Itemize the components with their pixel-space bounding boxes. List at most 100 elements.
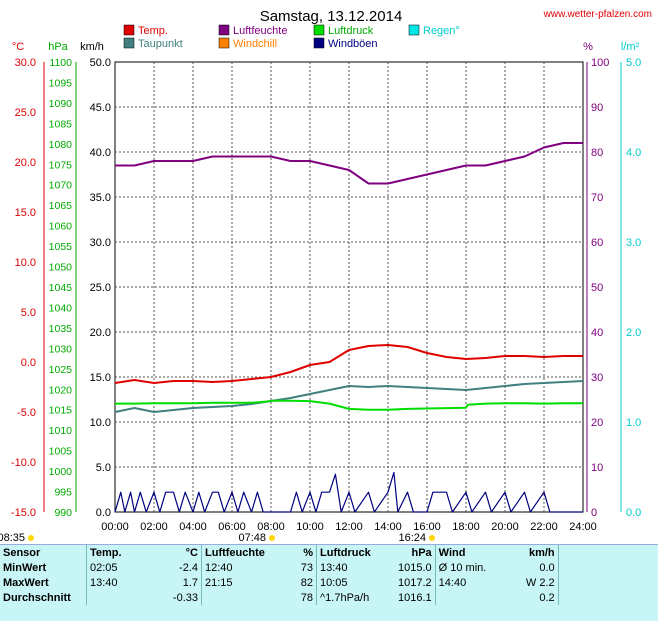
chart-series: [114, 142, 584, 513]
pressure-tick-label: 1100: [49, 57, 72, 69]
wind-tick-label: 45.0: [90, 102, 111, 114]
pressure-time: 10:05: [316, 575, 395, 590]
temp-unit-label: °C: [12, 41, 24, 53]
x-tick-label: 14:00: [374, 521, 402, 533]
humidity-tick-label: 90: [591, 102, 603, 114]
temp-tick-label: -5.0: [17, 407, 36, 419]
legend-swatch: [218, 24, 230, 36]
legend-label: Luftfeuchte: [233, 25, 287, 37]
temp-tick-label: 25.0: [15, 107, 36, 119]
pressure-value: 1017.2: [398, 576, 432, 589]
sun-times: 08:35 07:48 16:24: [0, 532, 435, 544]
header-humidity-unit: %: [303, 546, 313, 559]
chart-axes: 50.0 45.0 40.0 35.0 30.0 25.0 20.0 15.0 10.0 5.0 0…: [11, 57, 641, 533]
pressure-tick-label: 1075: [49, 159, 73, 171]
legend-swatch: [313, 37, 325, 49]
series-line: [114, 380, 584, 413]
header-pressure: Luftdruck: [316, 545, 395, 560]
legend-label: Regen°: [423, 25, 460, 37]
pressure-tick-label: 1040: [49, 302, 73, 314]
humidity-tick-label: 100: [591, 57, 609, 69]
pressure-value: 1016.1: [398, 591, 432, 604]
header-temp-unit: °C: [185, 546, 198, 559]
temp-tick-label: 10.0: [15, 257, 36, 269]
x-tick-label: 08:00: [257, 521, 285, 533]
pressure-tick-label: 1010: [49, 425, 73, 437]
humidity-tick-label: 30: [591, 372, 603, 384]
pressure-tick-label: 990: [54, 507, 72, 519]
pressure-time: ^1.7hPa/h: [316, 590, 395, 605]
sunrise-label: 08:35: [0, 532, 25, 544]
x-tick-label: 18:00: [452, 521, 480, 533]
pressure-tick-label: 1055: [49, 241, 73, 253]
rain-tick-label: 1.0: [626, 417, 641, 429]
header-wind: Wind: [434, 545, 512, 560]
wind-tick-label: 25.0: [90, 282, 111, 294]
pressure-tick-label: 1000: [49, 466, 73, 478]
chart-legend: Temp. Luftfeuchte Luftdruck Regen° Taupunkt W…: [123, 24, 460, 50]
humidity-time: [201, 590, 288, 605]
statistics-panel: Sensor Temp. °C Luftfeuchte % Luftdruck …: [0, 544, 658, 621]
pressure-unit-label: hPa: [48, 41, 68, 53]
humidity-value: 73: [300, 561, 313, 574]
humidity-tick-label: 50: [591, 282, 603, 294]
pressure-tick-label: 1015: [49, 405, 73, 417]
wind-tick-label: 20.0: [90, 327, 111, 339]
wind-value: W 2.2: [525, 576, 555, 589]
legend-swatch: [408, 24, 420, 36]
pressure-tick-label: 1070: [49, 180, 73, 192]
humidity-tick-label: 0: [591, 507, 597, 519]
statistics-table: Sensor Temp. °C Luftfeuchte % Luftdruck …: [0, 545, 655, 605]
temp-tick-label: 15.0: [15, 207, 36, 219]
pressure-tick-label: 1045: [49, 282, 73, 294]
site-link[interactable]: www.wetter-pfalzen.com: [543, 9, 652, 20]
rain-tick-label: 3.0: [626, 237, 641, 249]
spacer: [557, 590, 655, 605]
stats-row-max: MaxWert 13:40 1.7 21:15 82 10:05 1017.2 …: [0, 575, 655, 590]
pressure-tick-label: 995: [54, 487, 72, 499]
header-wind-unit: km/h: [528, 546, 555, 559]
wind-value: 0.0: [539, 561, 555, 574]
sun-icon: [429, 535, 435, 541]
humidity-tick-label: 10: [591, 462, 603, 474]
legend-label: Taupunkt: [138, 38, 183, 50]
header-humidity: Luftfeuchte: [201, 545, 288, 560]
pressure-tick-label: 1085: [49, 118, 73, 130]
humidity-unit-label: %: [583, 41, 593, 53]
series-line: [114, 344, 583, 384]
pressure-tick-label: 1065: [49, 200, 73, 212]
wind-time: 14:40: [434, 575, 512, 590]
pressure-tick-label: 1035: [49, 323, 73, 335]
x-tick-label: 00:00: [101, 521, 129, 533]
header-temp: Temp.: [86, 545, 143, 560]
x-tick-label: 20:00: [491, 521, 519, 533]
wind-tick-label: 10.0: [90, 417, 111, 429]
sun-icon: [28, 535, 34, 541]
humidity-time: 21:15: [201, 575, 288, 590]
wind-tick-label: 30.0: [90, 237, 111, 249]
pressure-tick-label: 1020: [49, 384, 73, 396]
humidity-tick-label: 40: [591, 327, 603, 339]
plot-area: [114, 61, 584, 513]
x-tick-label: 10:00: [296, 521, 324, 533]
pressure-tick-label: 1050: [49, 262, 73, 274]
legend-label: Temp.: [138, 25, 168, 37]
pressure-tick-label: 1095: [49, 77, 73, 89]
temp-tick-label: -15.0: [11, 507, 36, 519]
series-line: [115, 142, 583, 185]
spacer: [557, 575, 655, 590]
temp-tick-label: 0.0: [21, 357, 36, 369]
pressure-tick-label: 1005: [49, 446, 73, 458]
temp-value: -2.4: [179, 561, 198, 574]
x-tick-label: 04:00: [179, 521, 207, 533]
stats-header-row: Sensor Temp. °C Luftfeuchte % Luftdruck …: [0, 545, 655, 560]
x-tick-label: 06:00: [218, 521, 246, 533]
pressure-tick-label: 1030: [49, 343, 73, 355]
wind-value: 0.2: [539, 591, 555, 604]
legend-label: Windchill: [233, 38, 277, 50]
rain-tick-label: 0.0: [626, 507, 641, 519]
axis-unit-labels: °C hPa km/h% l/m²: [12, 41, 640, 53]
wind-tick-label: 5.0: [96, 462, 111, 474]
sunset-label: 16:24: [398, 532, 426, 544]
x-tick-label: 24:00: [569, 521, 597, 533]
